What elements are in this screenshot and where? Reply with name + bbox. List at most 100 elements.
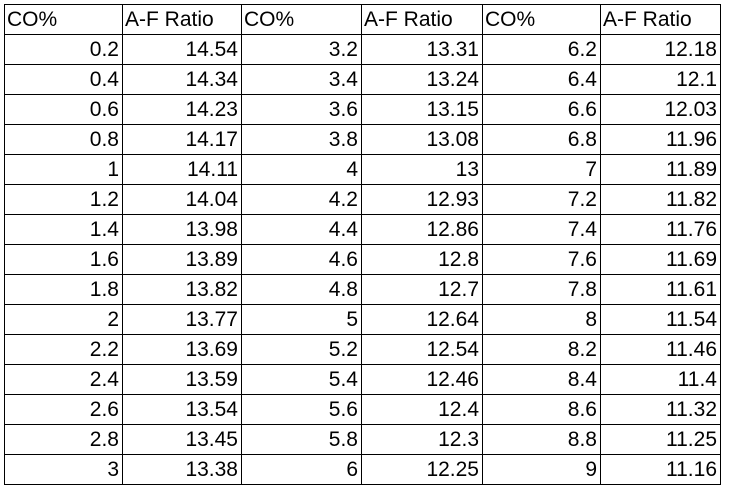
table-row: 1.8 13.82 4.8 12.7 7.8 11.61	[4, 274, 721, 305]
af-ratio-cell[interactable]: 12.7	[361, 274, 483, 305]
co-percent-cell[interactable]: 5.2	[241, 334, 362, 365]
co-percent-cell[interactable]: 9	[482, 454, 601, 485]
co-percent-cell[interactable]: 3.4	[241, 64, 362, 95]
af-ratio-cell[interactable]: 14.54	[122, 34, 242, 65]
co-percent-cell[interactable]: 3.6	[241, 94, 362, 125]
co-af-ratio-table: CO% A-F Ratio CO% A-F Ratio CO% A-F Rati…	[4, 4, 721, 485]
af-ratio-cell[interactable]: 13.38	[122, 454, 242, 485]
af-ratio-cell[interactable]: 14.04	[122, 184, 242, 215]
af-ratio-cell[interactable]: 13.59	[122, 364, 242, 395]
co-percent-cell[interactable]: 4.6	[241, 244, 362, 275]
co-percent-cell[interactable]: 2.2	[4, 334, 123, 365]
co-percent-cell[interactable]: 1.4	[4, 214, 123, 245]
co-percent-cell[interactable]: 7.4	[482, 214, 601, 245]
af-ratio-cell[interactable]: 13.98	[122, 214, 242, 245]
co-percent-cell[interactable]: 8.2	[482, 334, 601, 365]
af-ratio-cell[interactable]: 11.69	[600, 244, 721, 275]
table-row: 3 13.38 6 12.25 9 11.16	[4, 454, 721, 485]
af-ratio-cell[interactable]: 12.4	[361, 394, 483, 425]
table-row: 0.2 14.54 3.2 13.31 6.2 12.18	[4, 34, 721, 65]
co-percent-cell[interactable]: 1.6	[4, 244, 123, 275]
co-percent-cell[interactable]: 4.8	[241, 274, 362, 305]
co-percent-cell[interactable]: 1.8	[4, 274, 123, 305]
af-ratio-cell[interactable]: 14.17	[122, 124, 242, 155]
co-percent-cell[interactable]: 8.4	[482, 364, 601, 395]
af-ratio-cell[interactable]: 11.32	[600, 394, 721, 425]
af-ratio-cell[interactable]: 12.3	[361, 424, 483, 455]
header-cell-co-percent: CO%	[482, 4, 601, 35]
co-percent-cell[interactable]: 2	[4, 304, 123, 335]
af-ratio-cell[interactable]: 13.15	[361, 94, 483, 125]
co-percent-cell[interactable]: 2.6	[4, 394, 123, 425]
co-percent-cell[interactable]: 1.2	[4, 184, 123, 215]
co-percent-cell[interactable]: 2.4	[4, 364, 123, 395]
co-percent-cell[interactable]: 7.6	[482, 244, 601, 275]
af-ratio-cell[interactable]: 11.89	[600, 154, 721, 185]
co-percent-cell[interactable]: 7.8	[482, 274, 601, 305]
co-percent-cell[interactable]: 4	[241, 154, 362, 185]
co-percent-cell[interactable]: 6.8	[482, 124, 601, 155]
table-row: 1 14.11 4 13 7 11.89	[4, 154, 721, 185]
co-percent-cell[interactable]: 6.2	[482, 34, 601, 65]
af-ratio-cell[interactable]: 12.86	[361, 214, 483, 245]
af-ratio-cell[interactable]: 13.24	[361, 64, 483, 95]
co-percent-cell[interactable]: 3	[4, 454, 123, 485]
af-ratio-cell[interactable]: 13.82	[122, 274, 242, 305]
af-ratio-cell[interactable]: 12.25	[361, 454, 483, 485]
co-percent-cell[interactable]: 6	[241, 454, 362, 485]
co-percent-cell[interactable]: 3.2	[241, 34, 362, 65]
af-ratio-cell[interactable]: 11.76	[600, 214, 721, 245]
header-cell-co-percent: CO%	[241, 4, 362, 35]
co-percent-cell[interactable]: 2.8	[4, 424, 123, 455]
co-percent-cell[interactable]: 8	[482, 304, 601, 335]
co-percent-cell[interactable]: 6.4	[482, 64, 601, 95]
co-percent-cell[interactable]: 5.8	[241, 424, 362, 455]
af-ratio-cell[interactable]: 13.69	[122, 334, 242, 365]
af-ratio-cell[interactable]: 11.4	[600, 364, 721, 395]
af-ratio-cell[interactable]: 14.34	[122, 64, 242, 95]
table-row: 0.6 14.23 3.6 13.15 6.6 12.03	[4, 94, 721, 125]
af-ratio-cell[interactable]: 12.46	[361, 364, 483, 395]
af-ratio-cell[interactable]: 14.11	[122, 154, 242, 185]
af-ratio-cell[interactable]: 12.54	[361, 334, 483, 365]
co-percent-cell[interactable]: 5	[241, 304, 362, 335]
af-ratio-cell[interactable]: 13.31	[361, 34, 483, 65]
co-percent-cell[interactable]: 8.8	[482, 424, 601, 455]
af-ratio-cell[interactable]: 13	[361, 154, 483, 185]
af-ratio-cell[interactable]: 13.77	[122, 304, 242, 335]
co-percent-cell[interactable]: 4.2	[241, 184, 362, 215]
af-ratio-cell[interactable]: 12.64	[361, 304, 483, 335]
co-percent-cell[interactable]: 5.6	[241, 394, 362, 425]
af-ratio-cell[interactable]: 11.25	[600, 424, 721, 455]
af-ratio-cell[interactable]: 12.03	[600, 94, 721, 125]
co-percent-cell[interactable]: 0.6	[4, 94, 123, 125]
af-ratio-cell[interactable]: 13.54	[122, 394, 242, 425]
af-ratio-cell[interactable]: 13.45	[122, 424, 242, 455]
co-percent-cell[interactable]: 3.8	[241, 124, 362, 155]
header-cell-af-ratio: A-F Ratio	[361, 4, 483, 35]
co-percent-cell[interactable]: 0.8	[4, 124, 123, 155]
co-percent-cell[interactable]: 4.4	[241, 214, 362, 245]
co-percent-cell[interactable]: 1	[4, 154, 123, 185]
af-ratio-cell[interactable]: 12.8	[361, 244, 483, 275]
af-ratio-cell[interactable]: 11.61	[600, 274, 721, 305]
header-cell-af-ratio: A-F Ratio	[122, 4, 242, 35]
af-ratio-cell[interactable]: 13.89	[122, 244, 242, 275]
af-ratio-cell[interactable]: 14.23	[122, 94, 242, 125]
co-percent-cell[interactable]: 5.4	[241, 364, 362, 395]
af-ratio-cell[interactable]: 11.54	[600, 304, 721, 335]
af-ratio-cell[interactable]: 11.16	[600, 454, 721, 485]
co-percent-cell[interactable]: 0.4	[4, 64, 123, 95]
co-percent-cell[interactable]: 0.2	[4, 34, 123, 65]
co-percent-cell[interactable]: 7	[482, 154, 601, 185]
af-ratio-cell[interactable]: 13.08	[361, 124, 483, 155]
af-ratio-cell[interactable]: 12.1	[600, 64, 721, 95]
co-percent-cell[interactable]: 7.2	[482, 184, 601, 215]
af-ratio-cell[interactable]: 11.46	[600, 334, 721, 365]
af-ratio-cell[interactable]: 11.82	[600, 184, 721, 215]
af-ratio-cell[interactable]: 12.93	[361, 184, 483, 215]
co-percent-cell[interactable]: 6.6	[482, 94, 601, 125]
af-ratio-cell[interactable]: 11.96	[600, 124, 721, 155]
co-percent-cell[interactable]: 8.6	[482, 394, 601, 425]
af-ratio-cell[interactable]: 12.18	[600, 34, 721, 65]
